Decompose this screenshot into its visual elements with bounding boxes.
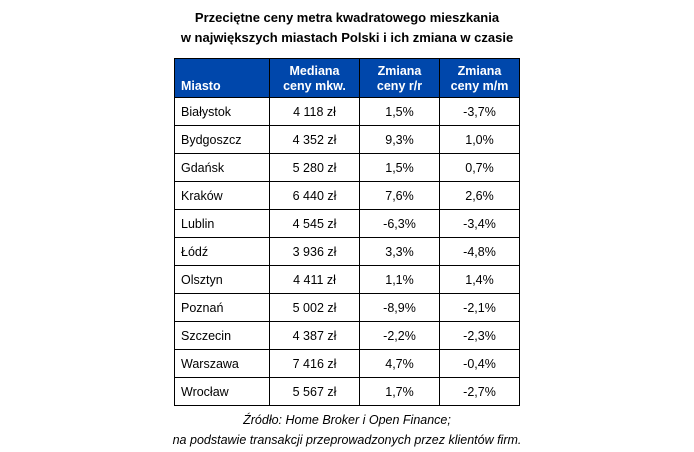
median-cell: 4 387 zł — [269, 321, 360, 350]
table-row: Wrocław 5 567 zł 1,7% -2,7% — [174, 377, 520, 406]
table-row: Białystok 4 118 zł 1,5% -3,7% — [174, 97, 520, 126]
source-line-2: na podstawie transakcji przeprowadzonych… — [172, 433, 522, 447]
median-cell: 4 411 zł — [269, 265, 360, 294]
mom-cell: -3,4% — [439, 209, 520, 238]
city-cell: Gdańsk — [174, 153, 270, 182]
city-cell: Olsztyn — [174, 265, 270, 294]
mom-cell: -4,8% — [439, 237, 520, 266]
table-row: Kraków 6 440 zł 7,6% 2,6% — [174, 181, 520, 210]
header-median-price: Mediana ceny mkw. — [269, 58, 360, 98]
mom-cell: -3,7% — [439, 97, 520, 126]
mom-cell: 0,7% — [439, 153, 520, 182]
yoy-cell: -2,2% — [359, 321, 440, 350]
source-note: Źródło: Home Broker i Open Finance; na p… — [0, 410, 694, 450]
table-row: Warszawa 7 416 zł 4,7% -0,4% — [174, 349, 520, 378]
price-table: Miasto Mediana ceny mkw. Zmiana ceny r/r… — [174, 58, 520, 406]
yoy-cell: 7,6% — [359, 181, 440, 210]
median-cell: 5 567 zł — [269, 377, 360, 406]
city-cell: Białystok — [174, 97, 270, 126]
page-title: Przeciętne ceny metra kwadratowego miesz… — [0, 8, 694, 48]
yoy-cell: 1,5% — [359, 97, 440, 126]
table-row: Poznań 5 002 zł -8,9% -2,1% — [174, 293, 520, 322]
table-row: Szczecin 4 387 zł -2,2% -2,3% — [174, 321, 520, 350]
city-cell: Poznań — [174, 293, 270, 322]
table-header-row: Miasto Mediana ceny mkw. Zmiana ceny r/r… — [174, 58, 520, 98]
table-row: Gdańsk 5 280 zł 1,5% 0,7% — [174, 153, 520, 182]
mom-cell: 1,0% — [439, 125, 520, 154]
mom-cell: -2,3% — [439, 321, 520, 350]
mom-cell: -2,1% — [439, 293, 520, 322]
yoy-cell: -6,3% — [359, 209, 440, 238]
city-cell: Bydgoszcz — [174, 125, 270, 154]
header-change-mom: Zmiana ceny m/m — [439, 58, 520, 98]
yoy-cell: 1,7% — [359, 377, 440, 406]
median-cell: 5 002 zł — [269, 293, 360, 322]
median-cell: 7 416 zł — [269, 349, 360, 378]
median-cell: 5 280 zł — [269, 153, 360, 182]
title-line-2: w największych miastach Polski i ich zmi… — [180, 30, 514, 45]
median-cell: 4 352 zł — [269, 125, 360, 154]
mom-cell: -2,7% — [439, 377, 520, 406]
header-change-yoy: Zmiana ceny r/r — [359, 58, 440, 98]
source-line-1: Źródło: Home Broker i Open Finance; — [243, 413, 451, 427]
city-cell: Kraków — [174, 181, 270, 210]
city-cell: Wrocław — [174, 377, 270, 406]
header-city: Miasto — [174, 58, 270, 98]
table-row: Lublin 4 545 zł -6,3% -3,4% — [174, 209, 520, 238]
yoy-cell: -8,9% — [359, 293, 440, 322]
yoy-cell: 1,5% — [359, 153, 440, 182]
table-row: Olsztyn 4 411 zł 1,1% 1,4% — [174, 265, 520, 294]
median-cell: 4 118 zł — [269, 97, 360, 126]
yoy-cell: 1,1% — [359, 265, 440, 294]
mom-cell: 1,4% — [439, 265, 520, 294]
yoy-cell: 9,3% — [359, 125, 440, 154]
mom-cell: 2,6% — [439, 181, 520, 210]
table-row: Łódź 3 936 zł 3,3% -4,8% — [174, 237, 520, 266]
city-cell: Szczecin — [174, 321, 270, 350]
median-cell: 4 545 zł — [269, 209, 360, 238]
median-cell: 3 936 zł — [269, 237, 360, 266]
yoy-cell: 4,7% — [359, 349, 440, 378]
city-cell: Warszawa — [174, 349, 270, 378]
title-line-1: Przeciętne ceny metra kwadratowego miesz… — [194, 10, 500, 25]
city-cell: Łódź — [174, 237, 270, 266]
yoy-cell: 3,3% — [359, 237, 440, 266]
city-cell: Lublin — [174, 209, 270, 238]
table-row: Bydgoszcz 4 352 zł 9,3% 1,0% — [174, 125, 520, 154]
mom-cell: -0,4% — [439, 349, 520, 378]
median-cell: 6 440 zł — [269, 181, 360, 210]
table-body: Białystok 4 118 zł 1,5% -3,7% Bydgoszcz 4 352… — [174, 97, 520, 406]
